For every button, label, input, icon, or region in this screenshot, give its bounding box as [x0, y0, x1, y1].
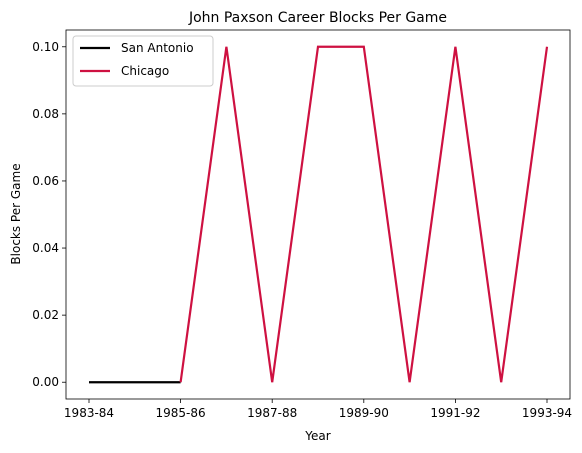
y-tick-label: 0.08 — [32, 107, 59, 121]
series-line-chicago — [181, 47, 547, 382]
x-axis: 1983-84 1985-86 1987-88 1989-90 1991-92 1993-… — [64, 399, 572, 420]
y-axis: 0.00 0.02 0.04 0.06 0.08 0.10 — [32, 40, 66, 389]
legend: San Antonio Chicago — [73, 36, 213, 86]
y-tick-label: 0.06 — [32, 174, 59, 188]
y-axis-label: Blocks Per Game — [9, 163, 23, 264]
legend-label-chicago: Chicago — [121, 64, 169, 78]
x-tick-label: 1983-84 — [64, 406, 114, 420]
chart-title: John Paxson Career Blocks Per Game — [188, 10, 447, 26]
y-tick-label: 0.02 — [32, 308, 59, 322]
x-tick-label: 1993-94 — [522, 406, 572, 420]
x-axis-label: Year — [304, 429, 330, 443]
x-tick-label: 1987-88 — [247, 406, 297, 420]
y-tick-label: 0.00 — [32, 375, 59, 389]
x-tick-label: 1991-92 — [430, 406, 480, 420]
y-tick-label: 0.10 — [32, 40, 59, 54]
x-tick-label: 1989-90 — [339, 406, 389, 420]
y-tick-label: 0.04 — [32, 241, 59, 255]
legend-label-san-antonio: San Antonio — [121, 41, 194, 55]
x-tick-label: 1985-86 — [156, 406, 206, 420]
series-lines — [89, 47, 547, 382]
